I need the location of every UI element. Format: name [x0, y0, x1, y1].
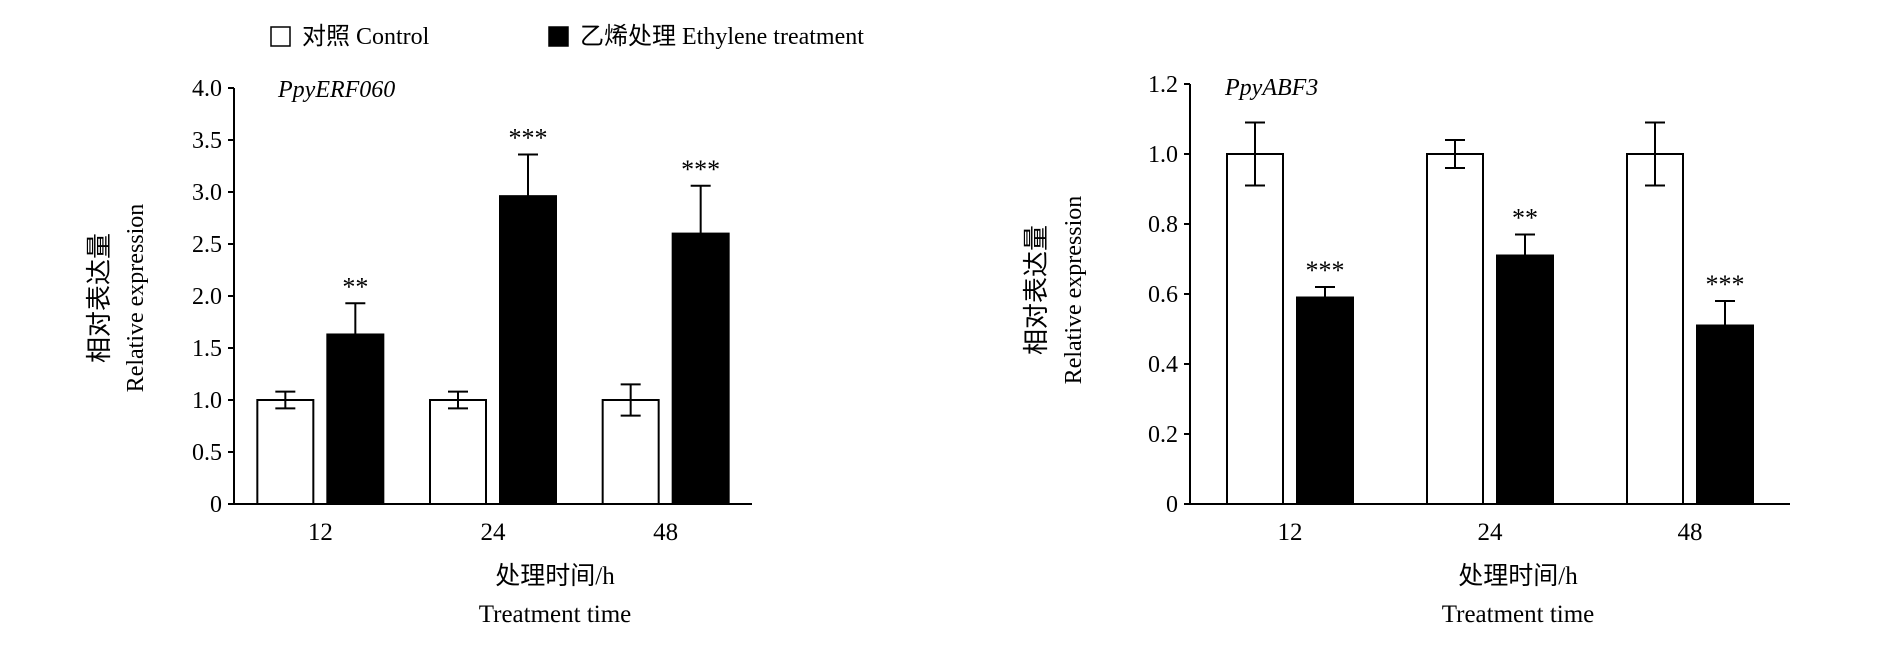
bar-ethylene: [1296, 296, 1354, 505]
y-tick-label: 3.0: [192, 180, 222, 206]
chart-title: PpyABF3: [1224, 75, 1318, 101]
chart-title: PpyERF060: [277, 77, 395, 103]
plot-area: 0 0.2 0.4 0.6 0.8 1.0 1.2 12 *** 24 ** 48 ***: [1148, 72, 1790, 546]
x-tick-label: 12: [308, 519, 333, 546]
x-axis-label: Treatment time: [479, 601, 632, 628]
y-tick-label: 1.2: [1148, 72, 1178, 98]
bar-ethylene: [671, 232, 730, 505]
significance-label: **: [342, 272, 368, 301]
x-tick-label: 48: [653, 519, 678, 546]
bar-ethylene: [1496, 254, 1554, 505]
significance-label: ***: [1706, 270, 1745, 299]
y-tick-label: 0.8: [1148, 212, 1178, 238]
chart-ppyerf060: PpyERF060 相对表达量 Relative expression 处理时间…: [85, 76, 752, 628]
legend-label-ethylene: 乙烯处理 Ethylene treatment: [580, 23, 864, 50]
x-axis-label: Treatment time: [1442, 601, 1595, 628]
y-tick-label: 0.4: [1148, 352, 1178, 378]
y-tick-label: 0: [210, 492, 222, 518]
bar-ethylene: [499, 195, 557, 505]
legend-label-control: 对照 Control: [302, 23, 430, 50]
bar-ethylene: [1696, 324, 1754, 505]
y-tick-label: 0.6: [1148, 282, 1178, 308]
y-axis-label: Relative expression: [1061, 196, 1087, 385]
y-axis-label-cn: 相对表达量: [1022, 225, 1051, 355]
bar-control: [1626, 153, 1684, 505]
y-tick-label: 3.5: [192, 128, 222, 154]
bar-control: [429, 399, 487, 505]
bar-control: [1426, 153, 1484, 505]
x-tick-label: 48: [1678, 519, 1703, 546]
y-tick-label: 1.5: [192, 336, 222, 362]
x-axis-label-cn: 处理时间/h: [1458, 562, 1578, 590]
legend-swatch-control: [270, 26, 291, 47]
chart-ppyabf3: PpyABF3 相对表达量 Relative expression 处理时间/h…: [1022, 72, 1790, 628]
y-tick-label: 2.5: [192, 232, 222, 258]
y-tick-label: 1.0: [192, 388, 222, 414]
legend: 对照 Control 乙烯处理 Ethylene treatment: [270, 23, 864, 50]
y-tick-label: 0.5: [192, 440, 222, 466]
significance-label: ***: [681, 155, 720, 184]
plot-area: 0 0.5 1.0 1.5 2.0 2.5 3.0 3.5 4.0 12 ** 24 *** 48 ***: [192, 76, 752, 546]
bar-control: [256, 399, 315, 505]
y-tick-label: 4.0: [192, 76, 222, 102]
y-tick-label: 1.0: [1148, 142, 1178, 168]
x-tick-label: 24: [481, 519, 507, 546]
y-tick-label: 2.0: [192, 284, 222, 310]
bar-control: [1226, 153, 1284, 505]
x-tick-label: 12: [1278, 519, 1303, 546]
y-axis-label-cn: 相对表达量: [85, 233, 114, 363]
significance-label: **: [1512, 204, 1538, 233]
bar-ethylene: [326, 333, 385, 506]
y-tick-label: 0: [1166, 492, 1178, 518]
legend-swatch-ethylene: [548, 26, 569, 47]
x-axis-label-cn: 处理时间/h: [495, 562, 615, 590]
y-axis-label: Relative expression: [123, 204, 149, 393]
y-tick-label: 0.2: [1148, 422, 1178, 448]
significance-label: ***: [509, 124, 548, 153]
significance-label: ***: [1306, 256, 1345, 285]
x-tick-label: 24: [1478, 519, 1504, 546]
